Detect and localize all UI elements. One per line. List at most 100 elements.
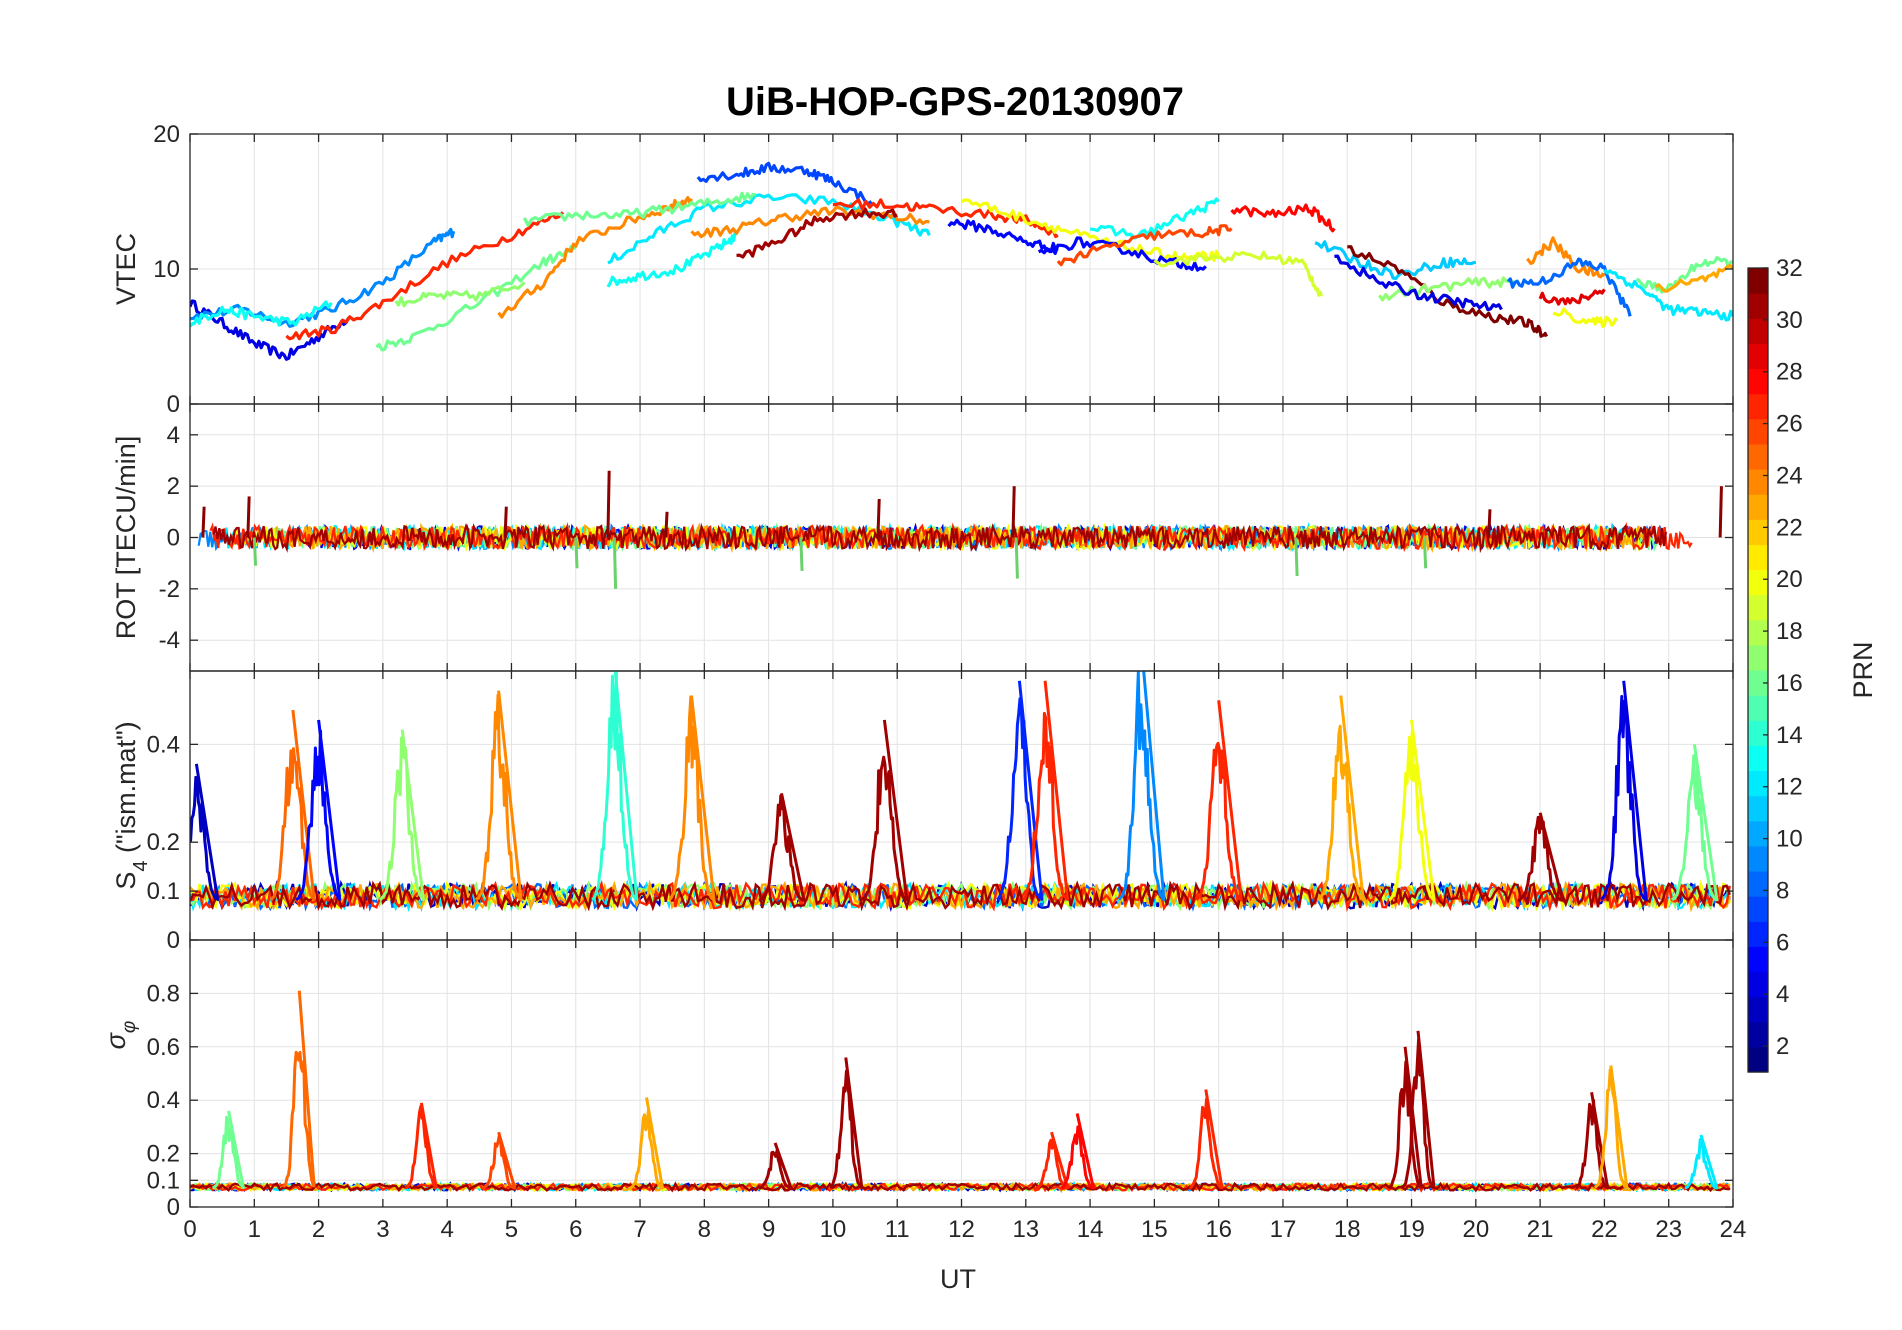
x-axis-label: UT <box>940 1264 976 1294</box>
x-tick-label: 21 <box>1527 1216 1554 1243</box>
rot-spike <box>1011 486 1016 538</box>
colorbar-tick-label: 26 <box>1776 411 1803 438</box>
sigma_phi-peak-prn-31 <box>1401 1030 1436 1190</box>
sigma_phi-peak-prn-31 <box>1388 1046 1423 1189</box>
sigma_phi-peak-prn-28 <box>1060 1113 1095 1190</box>
colorbar-step <box>1748 946 1768 973</box>
y-tick-label: 0.8 <box>147 980 180 1007</box>
y-tick-label: 0.1 <box>147 878 180 905</box>
s4-peak-prn-31 <box>1517 812 1565 902</box>
s4-peak-prn-27 <box>1195 700 1243 902</box>
s4-peak-prn-24 <box>475 690 523 902</box>
vtec-series-prn-8 <box>1506 257 1632 317</box>
rot-spike <box>606 470 611 538</box>
data-rot <box>197 470 1723 589</box>
s4-peak-prn-5 <box>295 719 342 901</box>
rot-spike <box>612 537 618 589</box>
colorbar-step <box>1748 820 1768 847</box>
rot-spike <box>503 506 508 538</box>
colorbar-tick-label: 24 <box>1776 462 1803 489</box>
panel-vtec: 0 10 20 VTEC <box>111 121 1734 418</box>
colorbar-step <box>1748 619 1768 646</box>
colorbar-tick-label: 28 <box>1776 359 1803 386</box>
x-tick-label: 1 <box>248 1216 261 1243</box>
x-tick-label: 2 <box>312 1216 325 1243</box>
vtec-series-prn-26 <box>1056 224 1233 267</box>
y-tick-label: 0 <box>167 391 180 418</box>
x-tick-label: 8 <box>698 1216 711 1243</box>
s4-peak-prn-14 <box>591 671 639 901</box>
colorbar-step <box>1748 695 1768 721</box>
colorbar-tick-label: 32 <box>1776 255 1803 282</box>
chart-title: UiB-HOP-GPS-20130907 <box>726 80 1184 124</box>
vtec-series-prn-12 <box>1603 268 1733 322</box>
s4-peak-prn-25 <box>270 709 316 902</box>
sigma_phi-peak-prn-12 <box>1684 1134 1719 1190</box>
y-tick-label: 0.2 <box>147 829 180 856</box>
vtec-series-prn-13 <box>190 300 333 328</box>
vtec-series-prn-13 <box>606 230 738 288</box>
x-tick-label: 10 <box>820 1216 847 1243</box>
colorbar-step <box>1748 720 1768 746</box>
vtec-series-prn-16 <box>1635 256 1733 294</box>
y-tick-label: 0 <box>167 1194 180 1221</box>
vtec-series-prn-24 <box>690 205 930 239</box>
s4-peak-prn-4 <box>1600 680 1648 901</box>
rot-spike <box>1718 486 1723 538</box>
colorbar-tick-label: 22 <box>1776 514 1803 541</box>
panel-sigma_phi: 00.10.2 0.4 0.6 0.8 σφ <box>101 939 1734 1221</box>
s4-peak-prn-20 <box>1388 719 1436 902</box>
colorbar-step <box>1748 293 1768 319</box>
vtec-series-prn-31 <box>736 207 898 259</box>
sigma_phi-peak-prn-27 <box>1189 1089 1224 1190</box>
colorbar-step <box>1748 921 1768 947</box>
colorbar-step <box>1748 443 1768 470</box>
y-tick-label: 2 <box>167 473 180 500</box>
x-tick-label: 24 <box>1720 1216 1747 1243</box>
colorbar-tick-label: 14 <box>1776 722 1803 749</box>
vtec-series-prn-16 <box>375 244 577 352</box>
colorbar-tick-label: 16 <box>1776 670 1803 697</box>
s4-peak-prn-3 <box>190 763 220 901</box>
y-tick-label: 10 <box>153 256 180 283</box>
y-tick-label: 20 <box>153 121 180 148</box>
vtec-series-prn-16 <box>522 191 757 227</box>
rot-spike <box>1422 537 1428 569</box>
x-tick-label: 13 <box>1012 1216 1039 1243</box>
x-tick-label: 23 <box>1655 1216 1682 1243</box>
colorbar-tick-label: 6 <box>1776 929 1789 956</box>
colorbar-step <box>1748 318 1768 344</box>
s4-peak-prn-23 <box>1317 695 1365 902</box>
colorbar-step <box>1748 795 1768 822</box>
x-tick-label: 19 <box>1398 1216 1425 1243</box>
rot-spike <box>246 496 251 538</box>
rot-spike <box>201 506 206 538</box>
colorbar-step <box>1748 971 1768 998</box>
y-tick-label: -2 <box>159 576 180 603</box>
colorbar-step <box>1748 770 1768 797</box>
sigma_phi-peak-prn-25 <box>282 990 316 1188</box>
vtec-series-prn-13 <box>1089 197 1220 240</box>
x-tick-label: 16 <box>1205 1216 1232 1243</box>
x-tick-label: 15 <box>1141 1216 1168 1243</box>
sigma_phi-peak-prn-27 <box>1035 1131 1070 1190</box>
y-tick-label: -4 <box>159 627 180 654</box>
grid <box>189 940 1734 1208</box>
ticks-s4: 0 0.1 0.2 0.4 <box>147 671 1734 954</box>
s4-peak-prn-31 <box>860 719 909 902</box>
vtec-series-prn-4 <box>190 299 352 361</box>
colorbar-tick-label: 4 <box>1776 981 1789 1008</box>
rot-spike <box>252 537 258 566</box>
colorbar-step <box>1748 644 1768 671</box>
colorbar-step <box>1748 519 1768 545</box>
x-tick-label: 12 <box>948 1216 975 1243</box>
x-tick-labels: 0 1 2 3 4 5 6 7 8 9 10 11 12 13 14 15 16 17 18 19 20 21 22 23 24 <box>183 1216 1746 1243</box>
colorbar-tick-label: 2 <box>1776 1033 1789 1060</box>
rot-spike <box>799 537 804 571</box>
rot-spike <box>1014 537 1019 579</box>
vtec-series-prn-5 <box>947 218 1059 254</box>
colorbar-step <box>1748 418 1768 445</box>
colorbar-step <box>1748 569 1768 596</box>
